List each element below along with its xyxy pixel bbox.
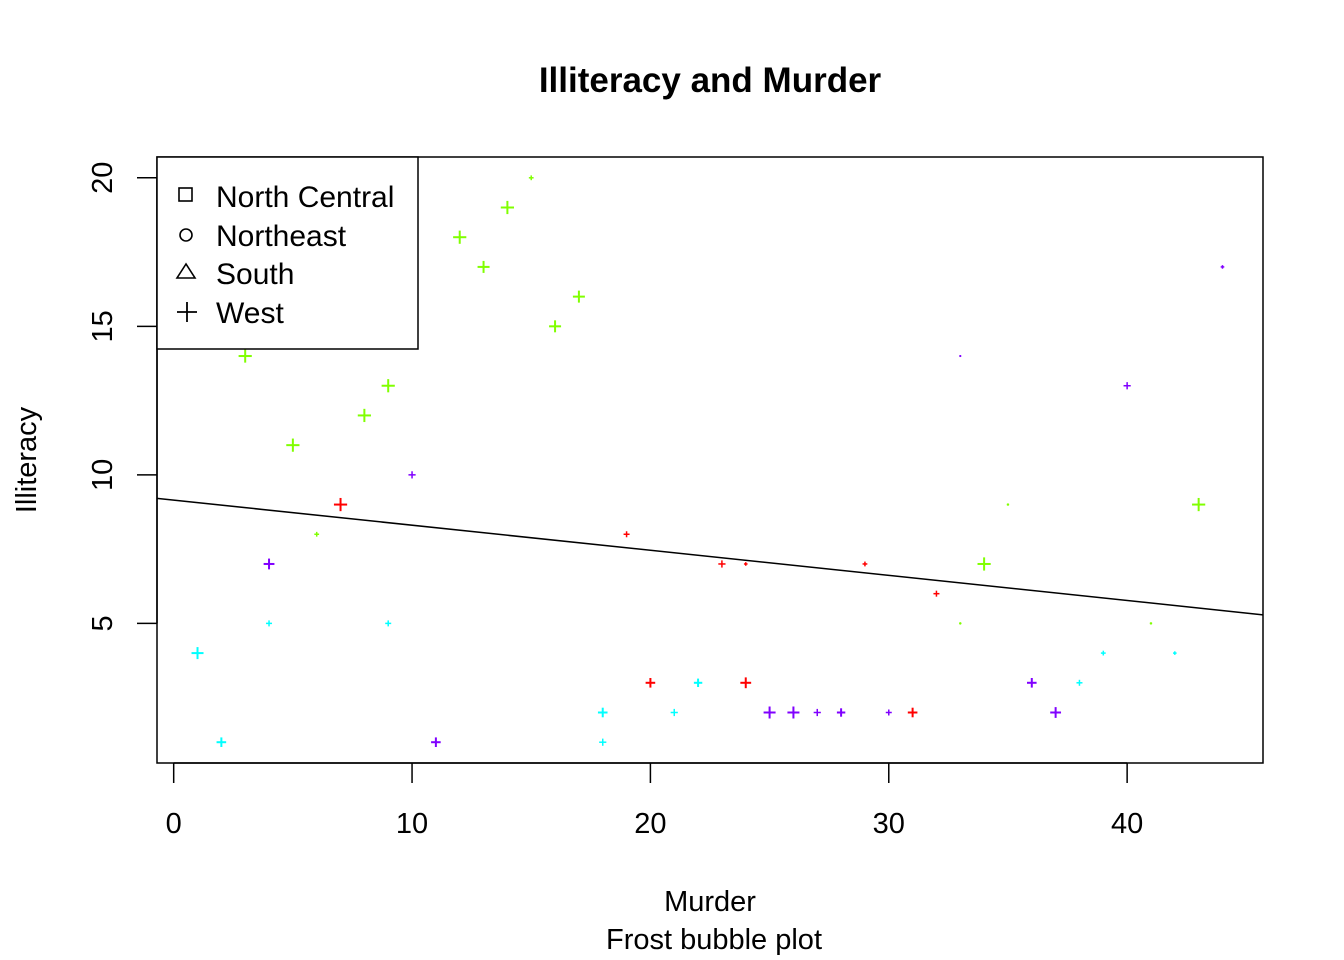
data-point	[286, 438, 300, 452]
data-point	[836, 708, 846, 717]
data-point	[385, 620, 392, 627]
data-point	[216, 737, 227, 748]
x-tick-label: 10	[396, 808, 428, 840]
x-axis-label: Murder	[664, 886, 756, 918]
data-point	[1050, 707, 1062, 718]
y-tick-label: 10	[87, 459, 119, 491]
data-point	[743, 562, 748, 566]
x-axis-sublabel: Frost bubble plot	[606, 924, 822, 956]
data-point	[959, 355, 962, 358]
data-point	[1192, 497, 1206, 512]
data-point	[787, 706, 800, 719]
legend-label-north-central: North Central	[216, 181, 394, 214]
regression-line	[156, 497, 1264, 616]
data-point	[1123, 382, 1131, 390]
data-point	[1026, 677, 1037, 688]
chart-title: Illiteracy and Murder	[539, 61, 882, 100]
data-point	[333, 497, 348, 512]
data-point	[1006, 503, 1010, 506]
data-point	[907, 707, 918, 718]
regression-line-group	[156, 497, 1264, 616]
data-point	[885, 709, 892, 716]
y-tick-label: 15	[87, 310, 119, 342]
data-point	[763, 706, 776, 719]
legend-circle-icon	[179, 228, 193, 242]
y-axis: 5 10 15 20	[87, 162, 158, 631]
x-tick-label: 20	[634, 808, 666, 840]
x-tick-label: 0	[166, 808, 182, 840]
x-tick-label: 40	[1111, 808, 1143, 840]
data-point	[1076, 679, 1083, 686]
data-point	[977, 557, 991, 571]
legend-label-northeast: Northeast	[216, 220, 347, 253]
legend-triangle-icon	[175, 262, 197, 279]
x-axis: 0 10 20 30 40	[166, 762, 1143, 840]
data-point	[381, 379, 395, 393]
data-point	[357, 408, 371, 423]
x-tick-label: 30	[873, 808, 905, 840]
legend: North Central Northeast South West	[156, 156, 419, 350]
data-point	[813, 708, 821, 717]
data-point	[528, 175, 534, 181]
data-point	[959, 622, 962, 625]
data-point	[238, 349, 252, 363]
legend-plus-icon	[177, 302, 197, 322]
y-tick-label: 20	[87, 162, 119, 194]
data-point	[477, 260, 490, 273]
data-point	[453, 230, 467, 244]
legend-box	[156, 156, 419, 350]
y-tick-label: 5	[87, 615, 119, 631]
data-point	[408, 471, 416, 479]
data-point	[740, 677, 752, 689]
data-point	[549, 320, 562, 333]
data-point	[1173, 651, 1177, 655]
data-point	[500, 200, 514, 215]
data-point	[263, 558, 275, 570]
data-point	[623, 531, 630, 538]
legend-square-icon	[178, 187, 193, 202]
data-point	[718, 560, 726, 568]
data-point	[431, 737, 441, 748]
data-point	[645, 677, 656, 688]
data-point	[314, 531, 320, 537]
legend-label-south: South	[216, 258, 294, 291]
data-points	[191, 175, 1225, 748]
data-point	[1220, 265, 1225, 269]
legend-label-west: West	[216, 297, 284, 330]
data-point	[862, 561, 868, 567]
data-point	[191, 647, 204, 660]
data-point	[1149, 622, 1153, 625]
data-point	[572, 290, 585, 303]
data-point	[933, 590, 940, 597]
data-point	[670, 708, 678, 717]
y-axis-label: Illiteracy	[11, 406, 43, 513]
data-point	[693, 678, 703, 687]
data-point	[1100, 650, 1106, 656]
data-point	[597, 707, 608, 718]
data-point	[266, 620, 273, 627]
data-point	[599, 738, 607, 746]
